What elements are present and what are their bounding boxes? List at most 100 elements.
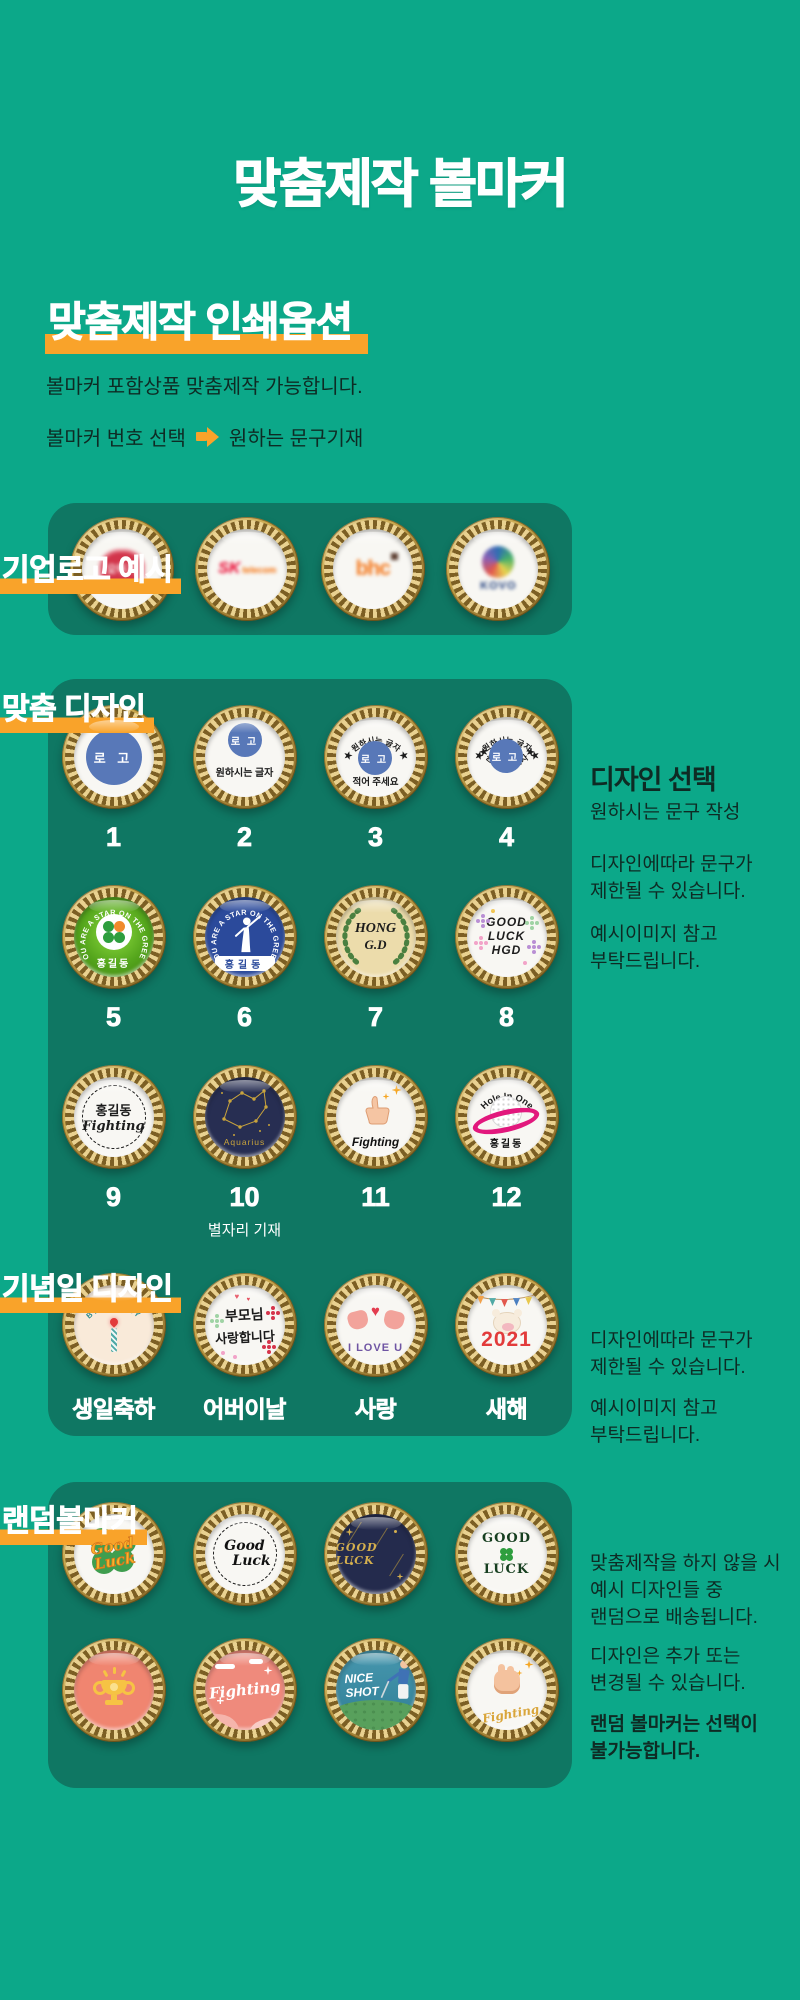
ball-marker-9: 홍길동 Fighting [61,1065,166,1169]
marker-number: 8 [498,1002,515,1033]
marker-text: NICE SHOT [343,1670,379,1700]
thumbs-up-icon [364,1095,390,1125]
design-row-3: 홍길동 Fighting 9 [48,1065,572,1240]
marker-text: GOOD [481,1530,532,1546]
ball-marker-logo-kovo: KOVO [446,517,551,621]
marker-caption: 사랑 [354,1396,397,1423]
marker-face: Aquarius [204,1077,285,1157]
ball-marker-7: HONG G.D [323,885,428,989]
marker-face: Good Luck [204,1514,285,1594]
marker-text: 홍길동 [489,1139,524,1150]
random-cell-4: GOOD LUCK [441,1502,572,1606]
ball-marker-logo-bhc: bhc [320,517,425,621]
marker-number: 4 [498,822,515,853]
marker-caption: 새해 [485,1396,528,1423]
ox-icon [491,1309,521,1334]
carnation-icon [270,1311,275,1315]
ball-marker-6: YOU ARE A STAR ON THE GREEN 홍길동 [192,885,297,989]
trophy-icon [92,1667,135,1707]
intro-select-line: 볼마커 번호 선택 원하는 문구기재 [46,422,363,451]
design-note-1: 디자인에따라 문구가 제한될 수 있습니다. [590,854,753,902]
ball-marker-3: ★ 원하시는 글자 ★ 로 고 적어 주세요 [323,705,428,809]
marker-footnote: 별자리 기재 [207,1222,282,1239]
ball-marker-5: YOU ARE A STAR ON THE GREEN 홍길동 [61,885,166,989]
anniversary-row: HAPPY BIRTHDAY 생일축하 ♥ ♥ [48,1273,572,1424]
random-cell-5 [48,1638,179,1742]
marker-text: 사랑합니다 [214,1327,275,1347]
random-cell-6: + Fighting [179,1638,310,1742]
mountain-shape [204,1714,239,1730]
custom-design-panel: 로 고 1 로 고 원하시는 글자 2 [48,679,572,1436]
design-cell-12: Hole In One 홍길동 12 [441,1065,572,1240]
marker-face: Fighting [466,1650,547,1730]
marker-text: GOOD LUCK [335,1541,378,1567]
kovo-swirl-icon [482,546,515,578]
flower-icon [531,945,536,949]
marker-number: 5 [105,1002,122,1033]
marker-number: 6 [236,1002,253,1033]
marker-text: 적어 주세요 [352,778,399,788]
clover-icon [500,1547,513,1561]
wreath-ring-icon [212,1522,277,1586]
marker-number: 10 [229,1182,260,1213]
logo-placeholder: 로 고 [227,723,262,757]
random-cell-8: Fighting [441,1638,572,1742]
sparkle-icon [524,1660,534,1669]
anniversary-cell-parents-day: ♥ ♥ 부모님 사랑합니다 어버이날 [179,1273,310,1424]
select-result: 원하는 문구기재 [228,428,364,450]
golf-ball-icon [489,1096,522,1128]
logo-example-panel: 오뚜기 SK telecom bhc [48,503,572,635]
golfer-icon [234,915,261,952]
marker-text: HONG [354,921,397,936]
marker-face: ♥ I LOVE U [335,1285,416,1365]
marker-face: ★ 원하시는 글자 ★ 로 고 적어 주세요 [335,717,416,797]
marker-face [73,1650,154,1730]
heart-icon: ♥ [234,1292,240,1301]
design-cell-2: 로 고 원하시는 글자 2 [179,705,310,853]
marker-face: ♥ ♥ 부모님 사랑합니다 [204,1285,285,1365]
marker-face: GOOD LUCK HGD [466,897,547,977]
random-marker-panel: Good Luck Good Luck [48,1482,572,1788]
marker-face: ★ 원하시는 글자 ★ ★ 원하시는 글자 ★ 로 고 [466,717,547,797]
marker-text: Good Luck [89,1533,137,1574]
dot [522,961,527,965]
kovo-logo: KOVO [480,546,516,592]
ball-marker-new-year: 2021 [454,1273,559,1377]
sparkle-icon [382,1093,390,1100]
carnation-icon [266,1345,271,1349]
label-custom-design: 맞춤 디자인 [0,684,155,733]
marker-face: HONG G.D [335,897,416,977]
ball-marker-random-nice-shot: NICE SHOT [323,1638,428,1742]
marker-text: 2021 [481,1328,532,1351]
marker-face: 로 고 원하시는 글자 [204,717,285,797]
random-cell-2: Good Luck [179,1502,310,1606]
finger-heart-hand-icon [381,1308,406,1332]
candle-icon [107,1316,120,1352]
right-arrow-icon [195,426,219,447]
marker-face: NICE SHOT [335,1650,416,1730]
ball-marker-random-fighting-hand: Fighting [454,1638,559,1742]
marker-text: Fighting [207,1677,282,1703]
ball-marker-random-trophy [61,1638,166,1742]
cloud-icon [214,1664,235,1669]
logo-placeholder: 로 고 [488,739,523,773]
star-dot [349,1562,353,1565]
ball-marker-random-night-luck: GOOD LUCK [323,1502,428,1606]
ball-marker-8: GOOD LUCK HGD [454,885,559,989]
marker-text: Fighting [351,1135,400,1149]
flower-icon [478,941,483,945]
marker-face: KOVO [458,529,539,609]
petal-dot [220,1351,225,1355]
sparkle-icon [345,1528,354,1536]
bunting-flags-icon [470,1292,541,1307]
sk-telecom-logo: SK telecom [218,560,277,577]
constellation-icon [220,1089,270,1136]
dot [490,909,495,913]
golf-hill [335,1700,416,1730]
random-note-2: 디자인은 추가 또는 변경될 수 있습니다. [590,1646,746,1694]
random-row-1: Good Luck Good Luck [48,1502,572,1606]
design-cell-10: Aquarius 10 별자리 기재 [179,1065,310,1240]
marker-face: GOOD LUCK [466,1514,547,1594]
anniversary-cell-new-year: 2021 새해 [441,1273,572,1424]
design-cell-9: 홍길동 Fighting 9 [48,1065,179,1240]
